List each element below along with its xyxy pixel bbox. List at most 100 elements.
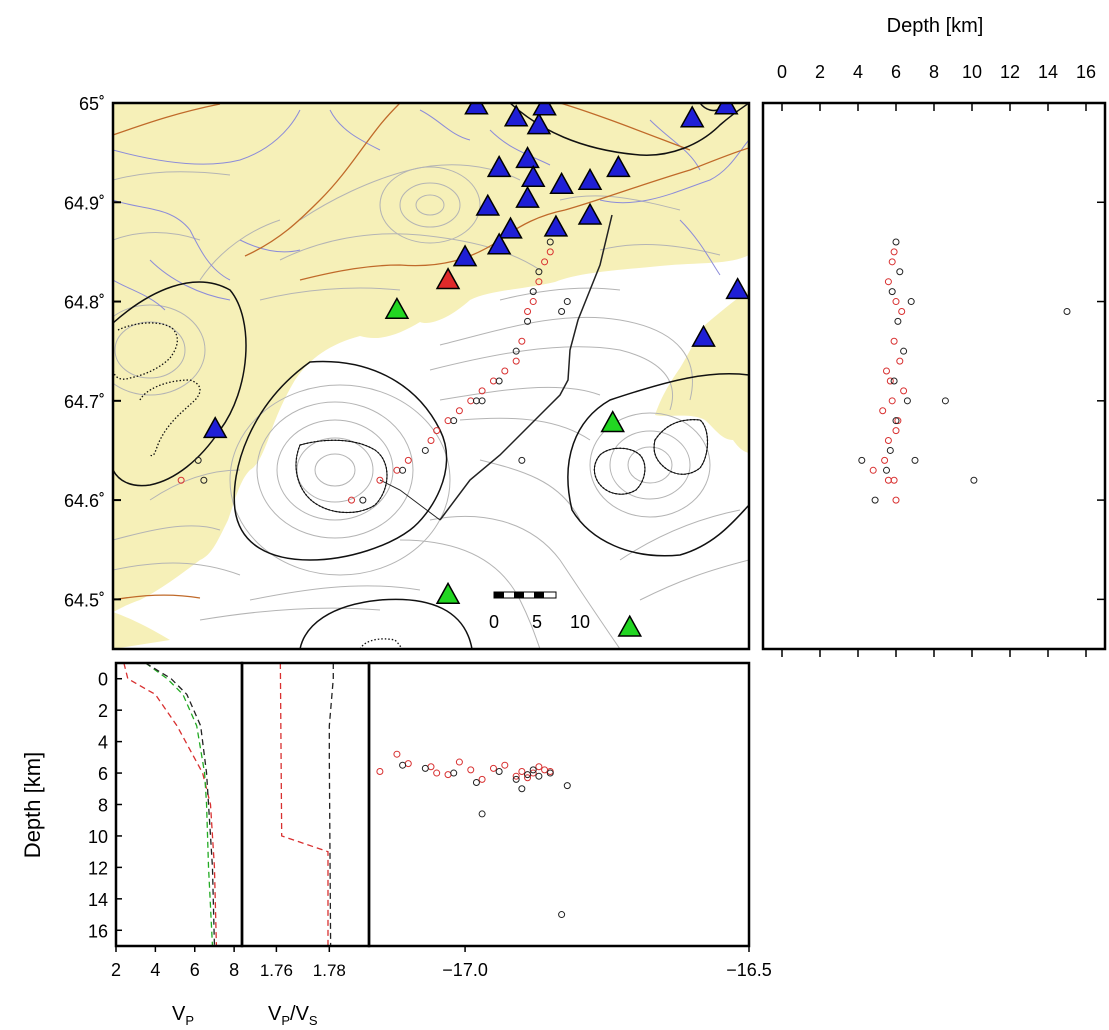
section-quake-1-15 [558, 911, 566, 919]
depth-tick-label-8: 16 [1076, 62, 1096, 82]
depth-tick-label-1: 2 [815, 62, 825, 82]
depth-quake-1-15 [1063, 307, 1071, 315]
map-quake-1-14 [478, 397, 486, 405]
map-quake-0-10 [376, 476, 384, 484]
lon-panel-frame [367, 661, 751, 948]
lon-depth-earthquakes [201, 750, 571, 919]
vp-ytick-label-7: 14 [88, 890, 108, 910]
depth-tick-label-0: 0 [777, 62, 787, 82]
depth-quake-0-1 [884, 278, 892, 286]
map-quake-0-11 [348, 496, 355, 504]
section-quake-1-11 [563, 782, 571, 790]
map-quake-0-1 [535, 278, 543, 286]
section-quake-1-16 [201, 835, 207, 841]
scale-label-10: 10 [570, 612, 590, 632]
land-north [113, 103, 749, 612]
station-blue-17 [486, 232, 512, 255]
vp-ytick-label-5: 10 [88, 827, 108, 847]
map-quake-0-2 [529, 298, 537, 306]
depth-quake-0-17 [892, 427, 900, 435]
section-quake-0-9 [404, 760, 412, 768]
depth-quake-1-16 [970, 476, 978, 484]
station-blue-10 [577, 167, 603, 190]
vpvs-axis-label-v2: /V [290, 1003, 310, 1025]
station-blue-19 [725, 277, 749, 300]
depth-quake-1-0 [892, 238, 900, 246]
section-quake-0-15 [478, 775, 486, 783]
vp-model-line-1 [145, 662, 214, 947]
depth-quake-0-5 [886, 377, 894, 385]
map-quake-1-7 [450, 417, 458, 425]
depth-quake-1-2 [888, 288, 896, 296]
station-blue-6 [486, 154, 512, 178]
vp-ytick-label-0: 0 [98, 670, 108, 690]
vpvs-xtick-label-0: 1.76 [260, 961, 293, 980]
vp-ytick-label-8: 16 [88, 921, 108, 941]
depth-tick-label-4: 8 [929, 62, 939, 82]
map-earthquakes [177, 238, 571, 504]
depth-quake-0-10 [890, 476, 898, 484]
station-blue-16 [498, 216, 523, 239]
map-quake-0-0 [541, 258, 549, 266]
section-quake-1-7 [450, 769, 458, 777]
section-quake-0-13 [524, 774, 532, 782]
depth-quake-1-6 [903, 397, 911, 405]
station-green-1 [600, 410, 625, 433]
station-blue-3 [532, 103, 557, 116]
depth-quake-0-6 [888, 397, 896, 405]
vp-xtick-label-3: 8 [229, 960, 239, 980]
map-quake-0-14 [501, 367, 509, 375]
lat-tick-label-2: 64.8˚ [64, 293, 105, 313]
map-quake-1-15 [558, 307, 566, 315]
station-blue-15 [577, 202, 603, 225]
lon-depth-panel: −17.0 −16.5 [201, 661, 772, 980]
vp-ytick-label-1: 2 [98, 701, 108, 721]
vpvs-axis-label-sub1: P [281, 1013, 290, 1028]
map-quake-1-0 [546, 238, 554, 246]
section-quake-1-8 [421, 764, 429, 772]
map-quake-1-9 [399, 466, 407, 474]
vpvs-xtick-label-1: 1.78 [313, 961, 346, 980]
map-quake-1-3 [524, 317, 532, 325]
section-quake-0-5 [489, 764, 497, 772]
depth-quake-1-5 [890, 377, 898, 385]
section-quake-0-1 [535, 763, 543, 771]
section-quake-0-17 [433, 769, 441, 777]
map-quake-0-3 [518, 337, 526, 345]
lon-xtick-label-0: −17.0 [442, 960, 488, 980]
map-quake-0-17 [433, 427, 441, 435]
vp-panel-ylabel: Depth [km] [20, 752, 45, 858]
station-blue-18 [452, 244, 478, 267]
vpvs-panel: 1.76 1.78 VP/VS [240, 661, 371, 1028]
map-quake-1-4 [512, 347, 520, 355]
vp-ytick-label-3: 6 [98, 764, 108, 784]
lat-tick-label-3: 64.7˚ [64, 392, 105, 412]
section-quake-1-2 [529, 766, 537, 774]
map-quake-0-15 [478, 387, 486, 395]
station-blue-13 [515, 185, 540, 208]
depth-quake-0-8 [884, 437, 892, 445]
vpvs-axis-label-v1: V [268, 1003, 282, 1025]
section-quake-1-3 [524, 771, 532, 779]
station-blue-2 [526, 112, 552, 135]
station-blue-21 [202, 416, 228, 439]
lon-xtick-label-1: −16.5 [726, 960, 772, 980]
section-quake-1-4 [512, 775, 520, 783]
vp-panel-xticks: 2 4 6 8 [111, 946, 239, 980]
lon-panel-xticks: −17.0 −16.5 [442, 946, 772, 980]
depth-panel-ticks: 0 2 4 6 8 10 12 14 16 [777, 62, 1105, 657]
land-east [655, 290, 749, 453]
vpvs-axis-label: VP/VS [268, 1003, 318, 1028]
map-quake-0-8 [427, 437, 435, 445]
lat-tick-label-4: 64.6˚ [64, 491, 105, 511]
vpvs-axis-label-sub2: S [309, 1013, 318, 1028]
depth-quake-0-14 [883, 367, 890, 375]
station-blue-1 [503, 104, 529, 127]
vp-axis-label-sub: P [185, 1013, 194, 1028]
rivers [113, 109, 749, 311]
depth-quake-0-12 [890, 248, 898, 256]
depth-quake-1-4 [900, 347, 908, 355]
lat-tick-label-1: 64.9˚ [64, 193, 105, 213]
vpvs-model-lines [279, 662, 334, 947]
vp-ytick-label-2: 4 [98, 733, 108, 753]
